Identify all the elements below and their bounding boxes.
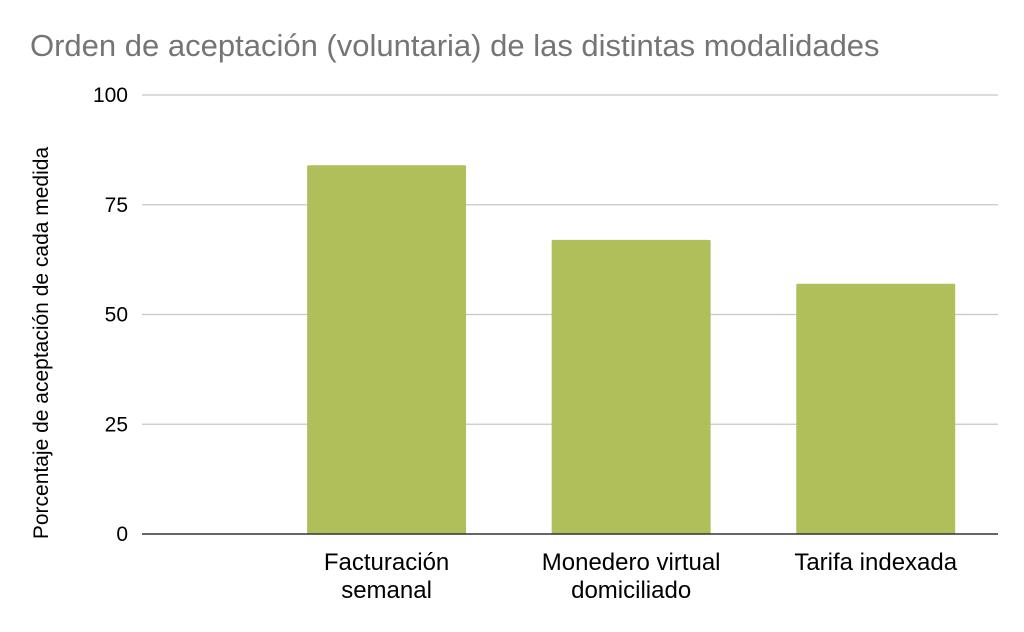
x-category-label-line: Tarifa indexada [794,549,957,576]
y-tick-label: 75 [105,194,128,217]
bar [796,283,956,534]
x-category-label: Facturación semanal [324,549,449,604]
x-category-label: Monedero virtual domiciliado [542,549,721,604]
y-tick-label: 100 [93,84,128,107]
y-tick-label: 25 [105,413,128,436]
bars [307,165,956,535]
bar [307,165,467,535]
y-tick-label: 0 [116,523,128,546]
y-tick-label: 50 [105,304,128,327]
x-category-labels: Facturación semanal Monedero virtual domici… [324,549,958,604]
chart-title: Orden de aceptación (voluntaria) de las … [30,28,880,63]
x-category-label-line: semanal [341,577,432,604]
x-category-label-line: Facturación [324,549,449,576]
y-axis-label: Porcentaje de aceptación de cada medida [30,147,53,540]
y-tick-labels: 0 25 50 75 100 [93,84,128,546]
x-category-label-line: domiciliado [571,577,691,604]
x-category-label-line: Monedero virtual [542,549,721,576]
x-category-label: Tarifa indexada [794,549,957,576]
bar [551,239,711,534]
